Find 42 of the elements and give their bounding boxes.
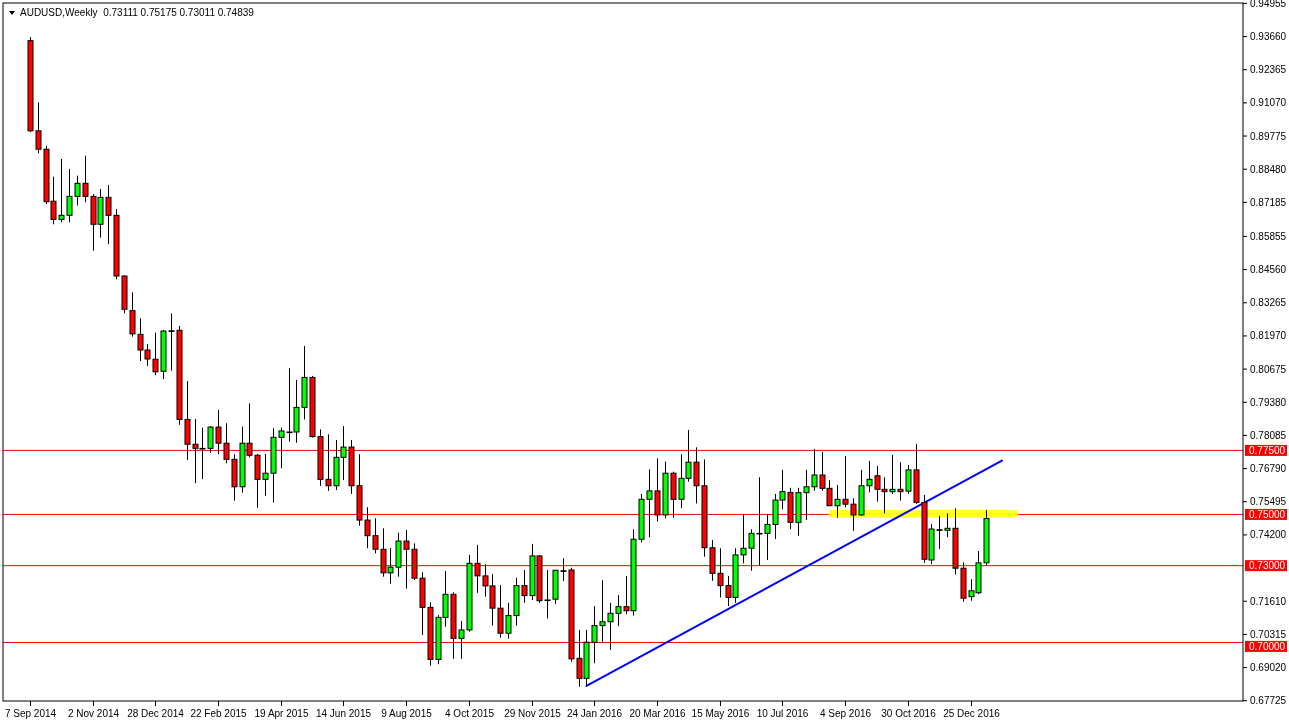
x-tick-label: 4 Oct 2015 (445, 707, 495, 719)
y-tick-label: 0.88480 (1250, 163, 1287, 175)
y-tick-label: 0.92365 (1250, 64, 1287, 76)
y-tick-label: 0.79380 (1250, 396, 1287, 408)
x-tick-label: 22 Feb 2015 (190, 707, 248, 719)
y-tick-label: 0.78085 (1250, 429, 1287, 441)
x-tick-label: 9 Aug 2015 (381, 707, 433, 719)
y-tick-label: 0.71610 (1250, 595, 1287, 607)
y-tick-label: 0.94955 (1250, 0, 1287, 9)
x-tick-label: 10 Jul 2016 (756, 707, 809, 719)
ref-line-label: 0.75000 (1249, 508, 1286, 520)
y-tick-label: 0.85855 (1250, 230, 1287, 242)
y-tick-label: 0.70315 (1250, 628, 1287, 640)
ref-line-label: 0.73000 (1249, 560, 1286, 572)
x-tick-label: 14 Jun 2015 (315, 707, 372, 719)
x-tick-label: 15 May 2016 (691, 707, 750, 719)
y-tick-label: 0.91070 (1250, 97, 1287, 109)
y-tick-label: 0.80675 (1250, 363, 1287, 375)
y-tick-label: 0.76790 (1250, 463, 1287, 475)
x-tick-label: 19 Apr 2015 (254, 707, 309, 719)
x-tick-label: 7 Sep 2014 (4, 707, 57, 719)
x-tick-label: 24 Jan 2016 (566, 707, 623, 719)
y-tick-label: 0.84560 (1250, 264, 1287, 276)
y-tick-label: 0.93660 (1250, 31, 1287, 43)
y-tick-label: 0.89775 (1250, 130, 1287, 142)
y-tick-label: 0.74200 (1250, 529, 1287, 541)
x-tick-label: 25 Dec 2016 (943, 707, 1001, 719)
y-tick-label: 0.67725 (1250, 695, 1287, 707)
y-tick-label: 0.69020 (1250, 662, 1287, 674)
x-tick-label: 4 Sep 2016 (819, 707, 872, 719)
x-tick-label: 30 Oct 2016 (881, 707, 937, 719)
y-tick-label: 0.81970 (1250, 330, 1287, 342)
x-tick-label: 28 Dec 2014 (127, 707, 185, 719)
x-tick-label: 2 Nov 2014 (67, 707, 120, 719)
y-tick-label: 0.87185 (1250, 196, 1287, 208)
y-tick-label: 0.75495 (1250, 496, 1287, 508)
chart-title: AUDUSD,Weekly 0.73111 0.75175 0.73011 0.74839 (20, 7, 255, 18)
y-tick-label: 0.83265 (1250, 297, 1287, 309)
ref-line-label: 0.77500 (1249, 444, 1286, 456)
ref-line-label: 0.70000 (1249, 640, 1286, 652)
x-tick-label: 29 Nov 2015 (504, 707, 562, 719)
x-tick-label: 20 Mar 2016 (629, 707, 687, 719)
